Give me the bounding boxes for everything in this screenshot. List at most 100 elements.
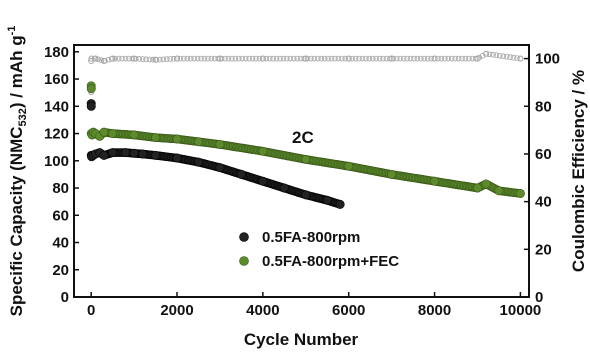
ce-marker: [483, 50, 489, 57]
x-tick-label-2: 4000: [246, 302, 279, 319]
ce-marker: [490, 51, 496, 58]
ce-marker: [342, 55, 349, 62]
ce-marker: [414, 55, 421, 62]
ce-marker: [424, 55, 431, 62]
series-2-point: [193, 137, 203, 147]
ce-marker: [122, 55, 129, 62]
ce-marker: [211, 55, 218, 62]
ce-marker: [229, 55, 235, 62]
series-1-point: [279, 183, 289, 193]
ce-marker: [352, 55, 359, 62]
ce-marker: [428, 55, 434, 62]
ce-marker: [194, 55, 201, 62]
ce-marker: [146, 56, 153, 63]
ce-marker: [455, 55, 462, 62]
ce-marker: [181, 55, 187, 62]
series-2-point: [215, 139, 225, 149]
ce-marker: [304, 55, 311, 62]
ce-marker: [486, 51, 493, 58]
series-2-point: [258, 146, 268, 156]
ce-marker: [462, 55, 469, 62]
ce-marker: [246, 55, 252, 62]
ce-marker: [232, 55, 239, 62]
series-2-point: [481, 179, 491, 189]
y-left-tick-label-3: 60: [52, 207, 69, 224]
ce-marker: [318, 55, 325, 62]
y-right-tick-label-1: 20: [535, 241, 552, 258]
ce-marker: [215, 55, 222, 62]
ce-marker: [263, 55, 270, 62]
ce-marker: [242, 55, 249, 62]
ce-marker: [95, 56, 101, 63]
ce-marker: [345, 55, 352, 62]
ce-marker: [163, 56, 170, 63]
ce-marker: [129, 55, 136, 62]
series-1-point: [236, 169, 246, 179]
ce-marker: [472, 55, 479, 62]
y-right-tick-label-5: 100: [535, 51, 560, 68]
data-marks: [86, 50, 525, 209]
ce-marker: [332, 55, 338, 62]
y-left-tick-label-5: 100: [44, 153, 69, 170]
y-right-tick-label-0: 0: [535, 289, 543, 306]
ce-marker: [448, 55, 455, 62]
ce-marker: [387, 55, 393, 62]
ce-marker: [256, 55, 263, 62]
series-1-point: [108, 148, 118, 158]
ce-marker: [280, 55, 287, 62]
ce-marker: [421, 55, 428, 62]
ce-marker: [435, 55, 441, 62]
ce-marker: [139, 56, 146, 62]
legend: 0.5FA-800rpm 0.5FA-800rpm+FEC: [239, 229, 399, 270]
y-axis-label-left: Specific Capacity (NMC532) / mAh g-1: [6, 26, 29, 317]
ce-marker: [108, 55, 115, 62]
ce-marker: [98, 57, 105, 64]
series-1-point: [121, 148, 131, 158]
ce-marker: [338, 55, 345, 62]
x-tick-label-0: 0: [87, 302, 95, 319]
series-1-point: [335, 199, 345, 209]
ce-marker: [273, 55, 280, 62]
ce-marker: [510, 54, 517, 61]
ce-marker: [266, 55, 273, 62]
ce-marker: [201, 55, 208, 62]
y-left-tick-label-1: 20: [52, 262, 69, 279]
ce-marker: [376, 55, 383, 62]
y-right-tick-label-3: 60: [535, 146, 552, 163]
ce-marker: [260, 55, 266, 62]
y-axis-label-right: Coulombic Efficiency / %: [569, 70, 588, 272]
series-1-point: [301, 190, 311, 200]
series-2-point: [108, 129, 118, 139]
axis-ticks: 0 2000 4000 6000 8000 10000020406080100120140…: [44, 44, 560, 319]
ce-marker: [469, 55, 476, 62]
ce-marker: [442, 55, 448, 62]
ce-marker: [284, 55, 290, 62]
x-axis-label: Cycle Number: [244, 330, 359, 349]
series-2-point: [515, 188, 525, 198]
ce-marker: [517, 55, 524, 62]
ce-marker: [493, 52, 500, 59]
ce-marker: [290, 55, 297, 62]
legend-label-series-1: 0.5FA-800rpm: [262, 229, 360, 246]
ce-marker: [153, 56, 160, 63]
ce-marker: [150, 56, 156, 63]
ce-marker: [373, 55, 380, 62]
series-2-point: [430, 176, 440, 186]
series-2-point: [151, 133, 161, 143]
ce-marker: [452, 55, 459, 62]
legend-marker-series-2: [239, 256, 249, 266]
series-2-point: [86, 84, 96, 94]
ce-marker: [459, 55, 465, 62]
ce-marker: [132, 55, 139, 62]
ce-marker: [170, 55, 177, 62]
x-tick-label-4: 8000: [418, 302, 451, 319]
ce-marker: [249, 55, 256, 62]
ce-marker: [507, 54, 513, 61]
ce-marker: [105, 56, 112, 63]
series-2: [86, 81, 525, 198]
ce-marker: [102, 57, 108, 64]
ce-marker: [349, 55, 356, 62]
ce-marker: [143, 56, 149, 63]
x-tick-label-5: 10000: [500, 302, 542, 319]
ce-marker: [218, 55, 225, 62]
